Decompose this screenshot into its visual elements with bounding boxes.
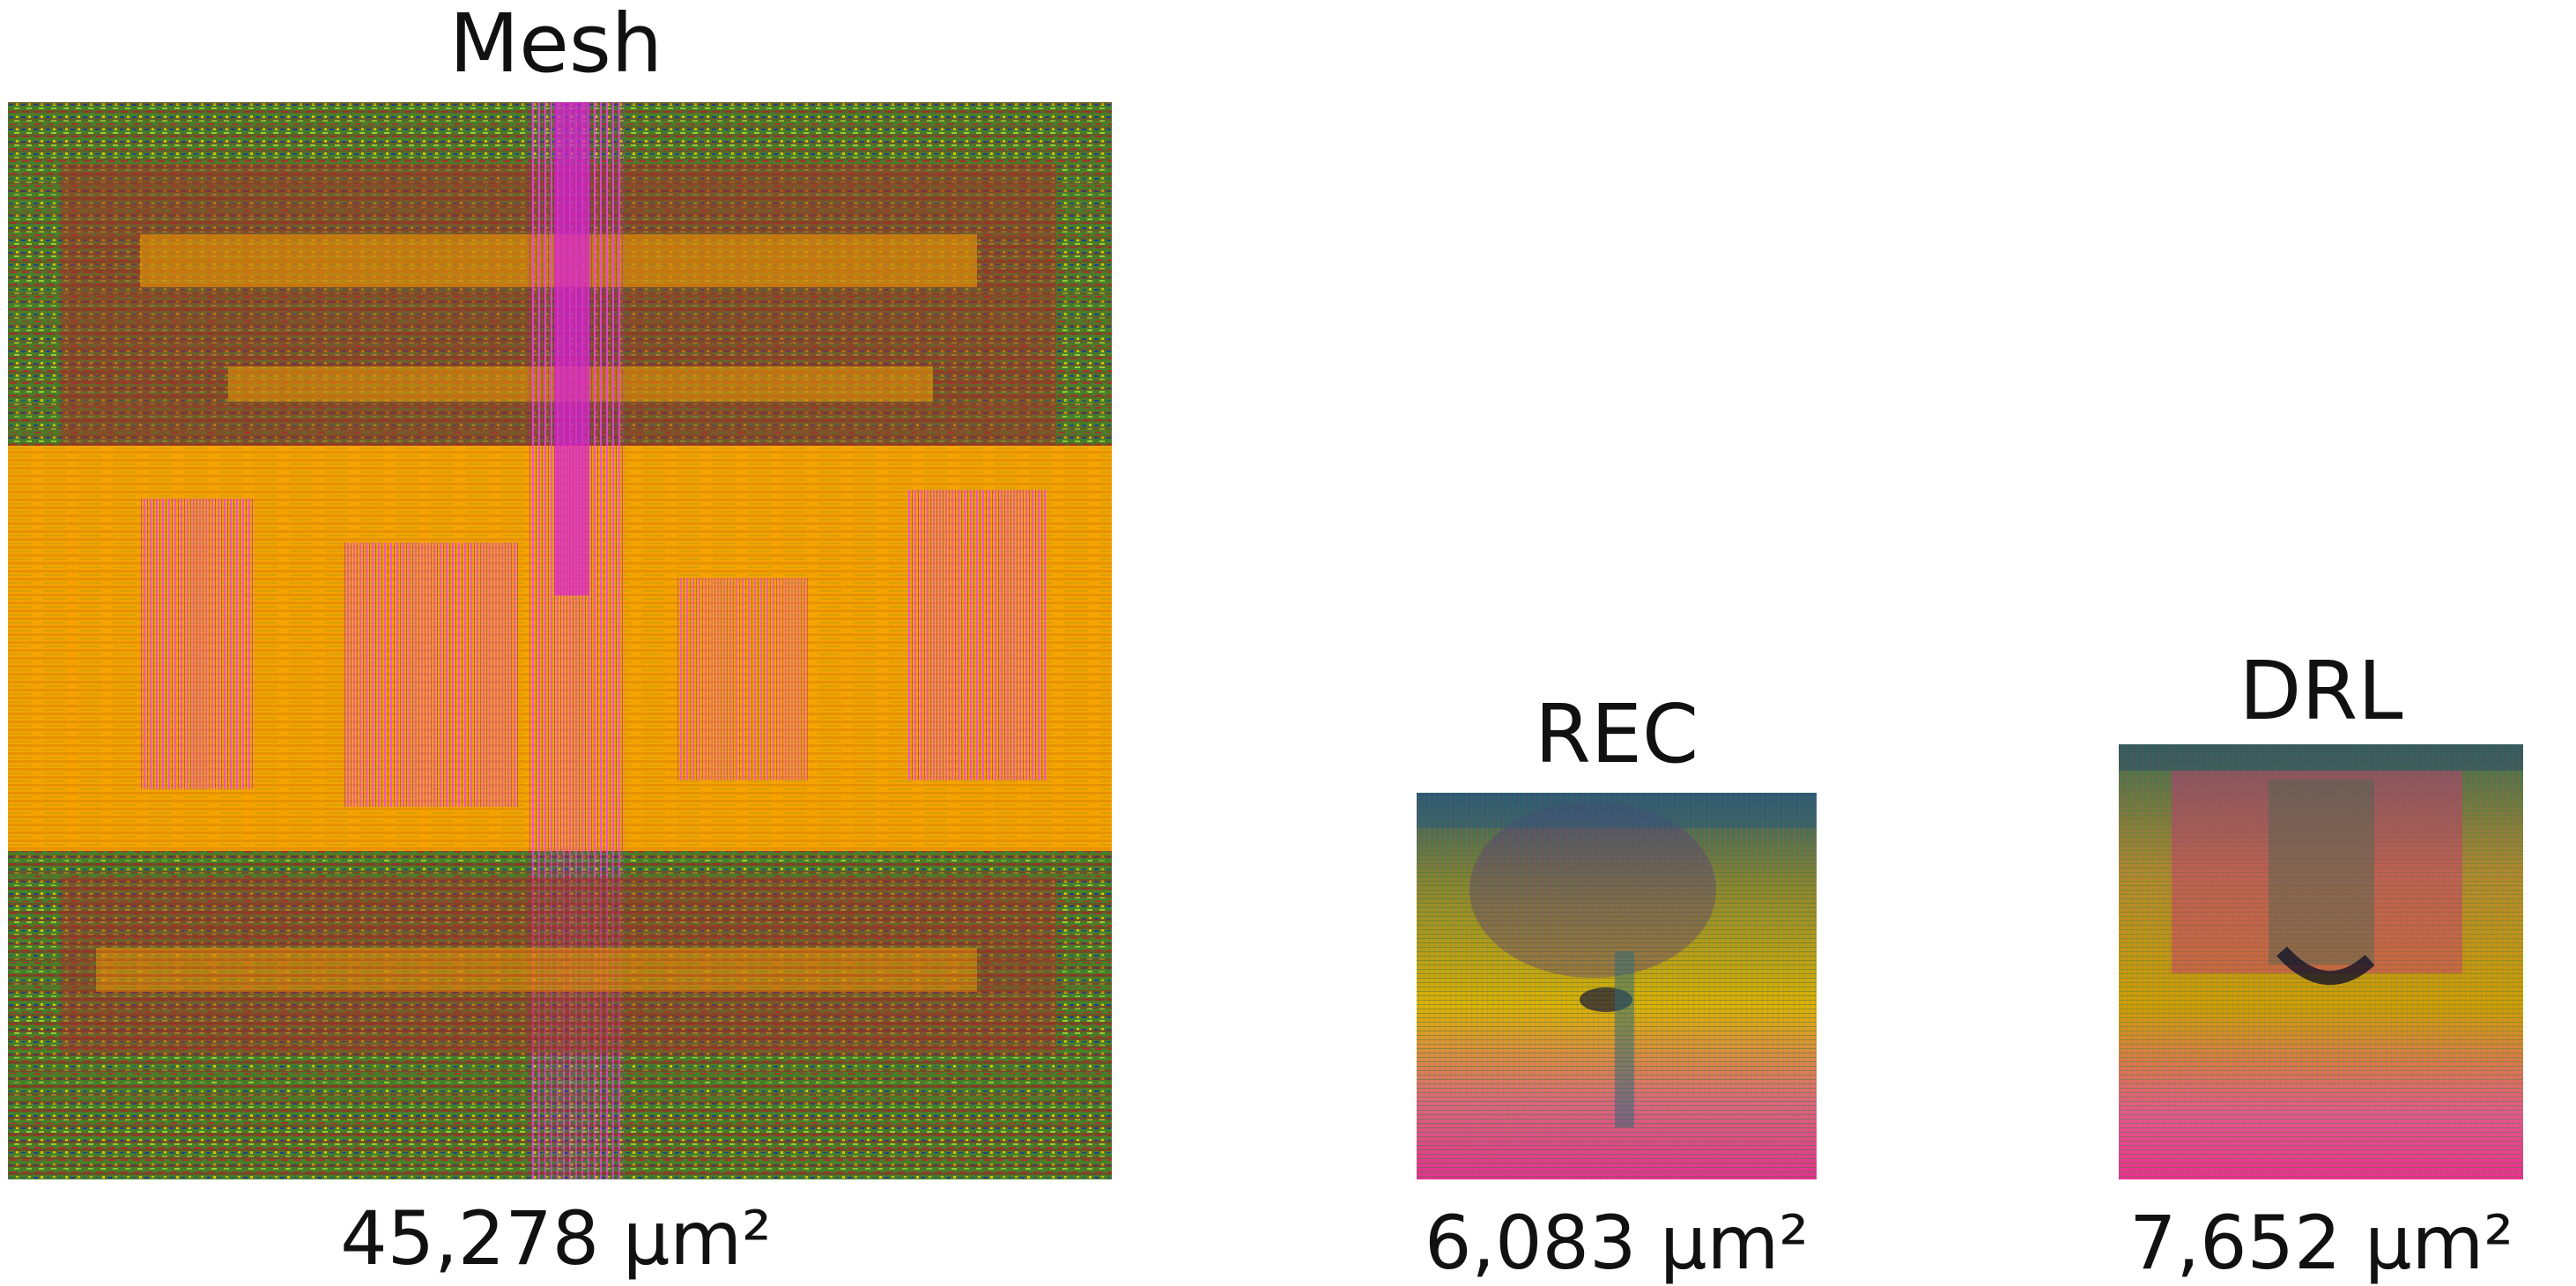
rec-area-label: 6,083 µm²: [1424, 1200, 1810, 1286]
mesh-title: Mesh: [448, 0, 663, 91]
drl-layout-image: [2119, 744, 2523, 1179]
rec-title: REC: [1534, 687, 1699, 781]
drl-area-label: 7,652 µm²: [2128, 1200, 2514, 1286]
mesh-area-label: 45,278 µm²: [340, 1195, 772, 1282]
rec-layout-image: [1417, 793, 1817, 1179]
drl-title: DRL: [2239, 644, 2403, 738]
mesh-layout-image: [8, 102, 1112, 1179]
